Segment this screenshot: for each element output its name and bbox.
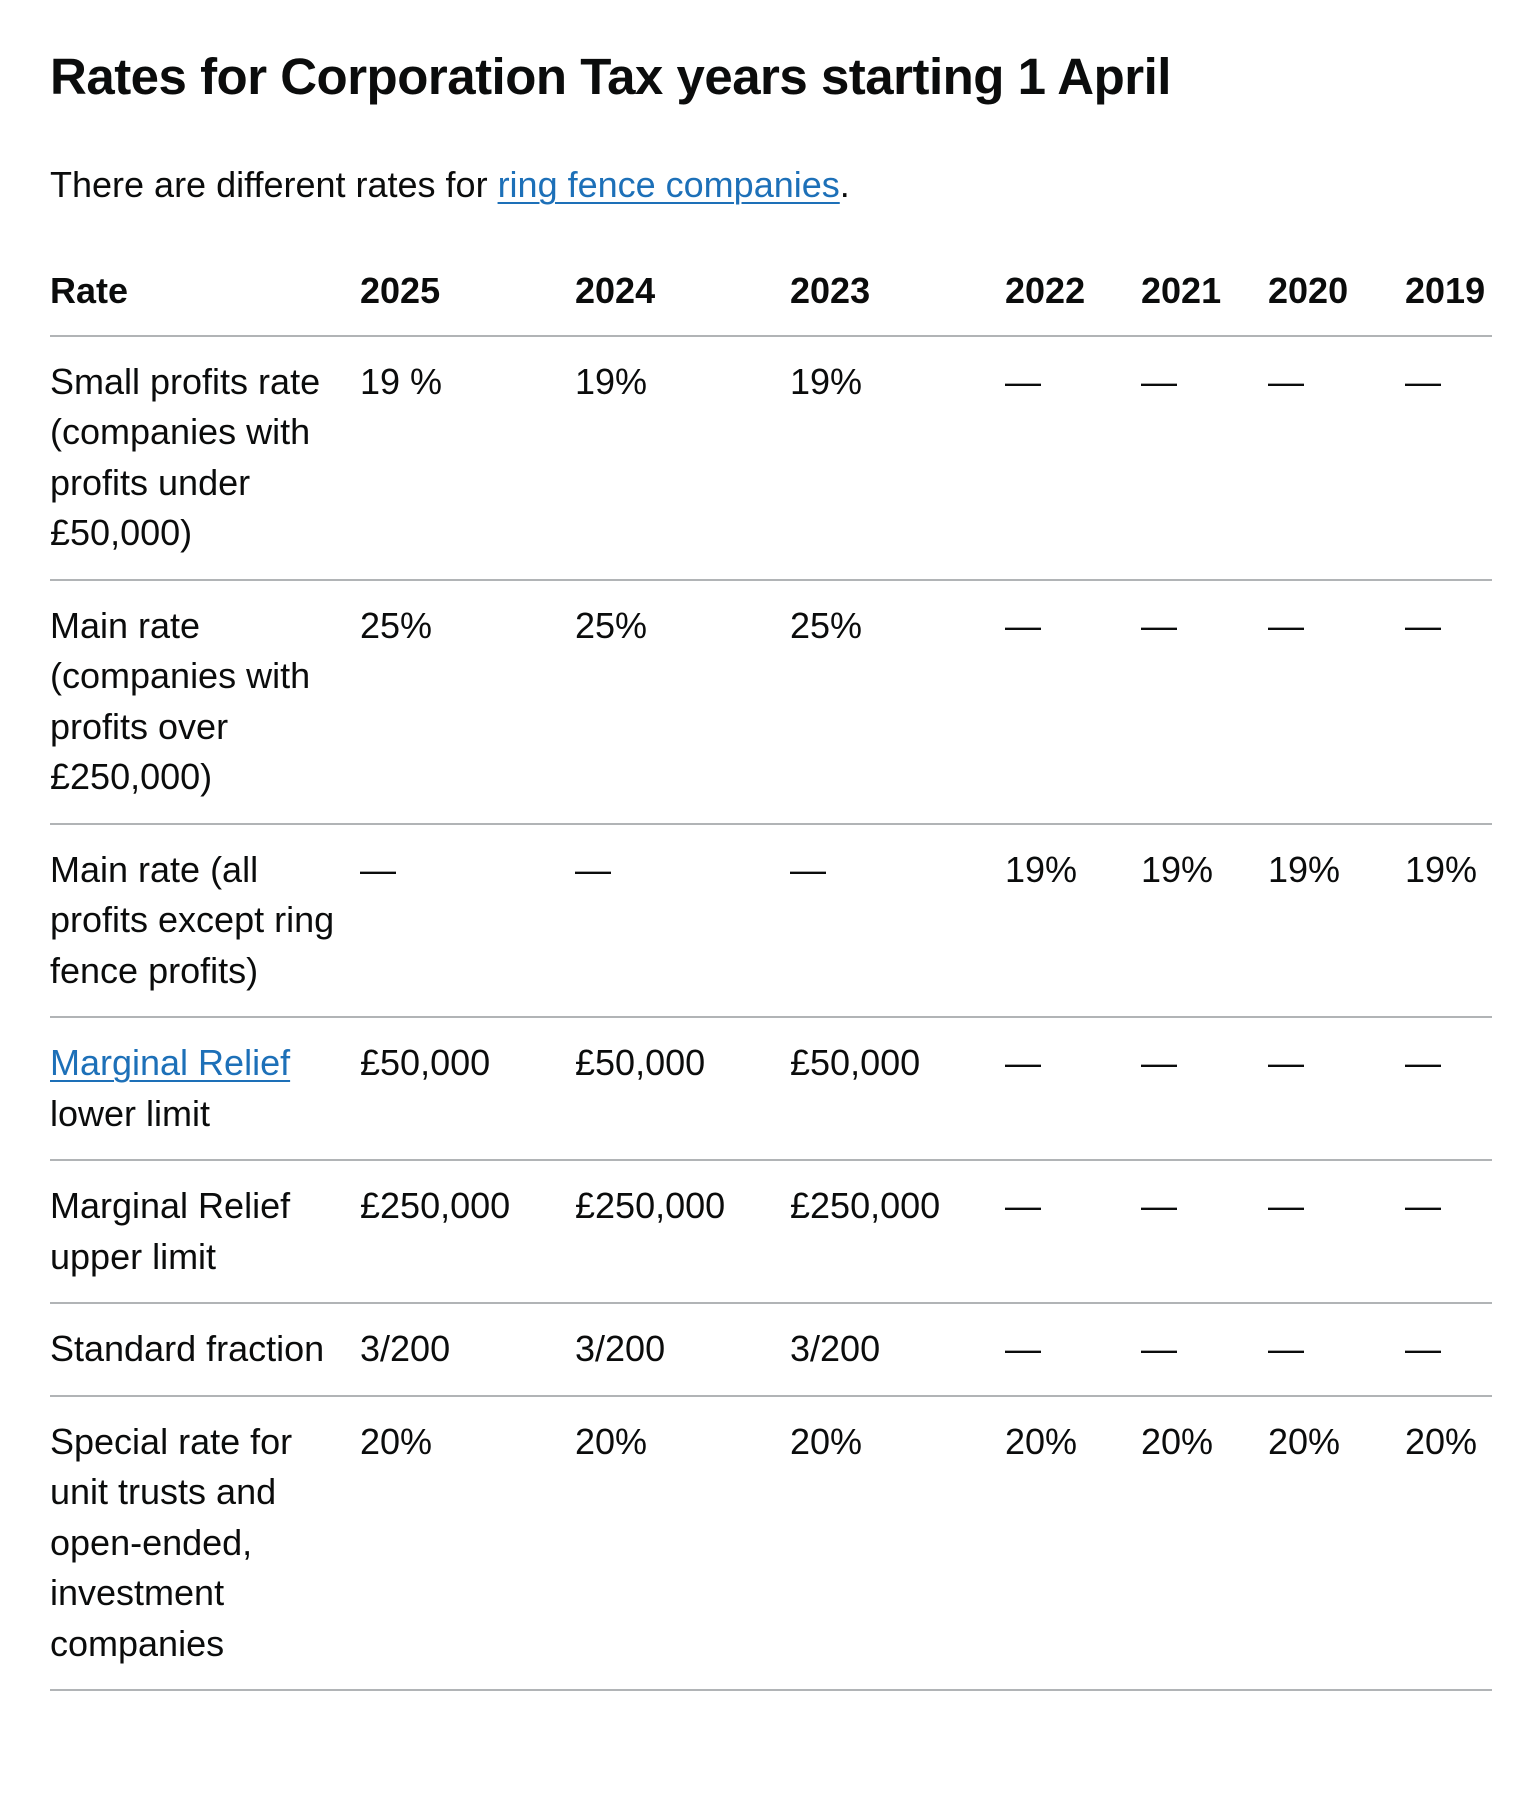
table-cell: — [1405,1160,1492,1304]
table-cell: 20% [1005,1395,1141,1691]
table-cell: 20% [790,1395,1005,1691]
table-cell: — [1005,1303,1141,1397]
table-cell: 25% [360,579,575,825]
row-label: Standard fraction [50,1303,360,1397]
row-label: Marginal Relief lower limit [50,1017,360,1161]
table-cell: 20% [1268,1395,1405,1691]
table-cell: — [1268,1303,1405,1397]
table-cell: — [1268,335,1405,581]
table-cell: 19% [1141,823,1268,1018]
table-cell: 19% [1268,823,1405,1018]
table-cell: — [1141,1303,1268,1397]
intro-paragraph: There are different rates for ring fence… [50,162,1490,208]
table-cell: — [790,823,1005,1018]
table-cell: 20% [360,1395,575,1691]
row-label: Small profits rate (companies with profi… [50,335,360,581]
table-cell: £250,000 [360,1160,575,1304]
table-cell: 20% [575,1395,790,1691]
table-cell: — [1268,1017,1405,1161]
page-title: Rates for Corporation Tax years starting… [50,48,1171,105]
column-header-year: 2019 [1405,250,1492,337]
table-cell: — [1141,579,1268,825]
intro-text: There are different rates for [50,164,498,205]
ring-fence-companies-link[interactable]: ring fence companies [497,164,840,205]
table-cell: £50,000 [360,1017,575,1161]
table-cell: 3/200 [360,1303,575,1397]
table-header-row: Rate 2025 2024 2023 2022 2021 2020 2019 [50,250,1492,337]
column-header-year: 2021 [1141,250,1268,337]
column-header-year: 2023 [790,250,1005,337]
table-cell: £50,000 [790,1017,1005,1161]
table-cell: — [1405,1303,1492,1397]
table-cell: 19% [1005,823,1141,1018]
table-cell: — [1005,579,1141,825]
column-header-year: 2025 [360,250,575,337]
column-header-rate: Rate [50,250,360,337]
table-row: Marginal Relief lower limit £50,000 £50,… [50,1017,1492,1161]
table-cell: 25% [790,579,1005,825]
intro-punctuation: . [839,164,850,205]
row-label: Main rate (all profits except ring fence… [50,823,360,1018]
table-cell: — [1005,1160,1141,1304]
table-cell: — [1268,1160,1405,1304]
table-cell: — [575,823,790,1018]
table-cell: — [360,823,575,1018]
row-label: Marginal Relief upper limit [50,1160,360,1304]
table-cell: 19 % [360,335,575,581]
table-cell: — [1005,1017,1141,1161]
table-row: Small profits rate (companies with profi… [50,335,1492,581]
row-label: Special rate for unit trusts and open-en… [50,1395,360,1691]
table-cell: — [1268,579,1405,825]
table-cell: 3/200 [575,1303,790,1397]
table-cell: 20% [1405,1395,1492,1691]
table-cell: — [1141,1160,1268,1304]
table-cell: 3/200 [790,1303,1005,1397]
rates-table: Rate 2025 2024 2023 2022 2021 2020 2019 … [50,250,1492,1691]
table-cell: 20% [1141,1395,1268,1691]
table-cell: — [1005,335,1141,581]
table-cell: — [1141,1017,1268,1161]
table-cell: 19% [575,335,790,581]
table-row: Standard fraction 3/200 3/200 3/200 — — … [50,1303,1492,1397]
table-cell: — [1405,579,1492,825]
table-cell: 19% [1405,823,1492,1018]
table-row: Special rate for unit trusts and open-en… [50,1395,1492,1691]
table-row: Marginal Relief upper limit £250,000 £25… [50,1160,1492,1304]
column-header-year: 2020 [1268,250,1405,337]
table-cell: £250,000 [790,1160,1005,1304]
table-cell: £250,000 [575,1160,790,1304]
table-cell: — [1405,335,1492,581]
row-label: Main rate (companies with profits over £… [50,579,360,825]
table-cell: 19% [790,335,1005,581]
row-label-text: lower limit [50,1092,211,1134]
table-cell: £50,000 [575,1017,790,1161]
table-cell: — [1141,335,1268,581]
table-row: Main rate (all profits except ring fence… [50,823,1492,1018]
table-cell: 25% [575,579,790,825]
table-cell: — [1405,1017,1492,1161]
page: Rates for Corporation Tax years starting… [50,48,1492,1691]
column-header-year: 2024 [575,250,790,337]
column-header-year: 2022 [1005,250,1141,337]
marginal-relief-link[interactable]: Marginal Relief [50,1042,291,1083]
table-row: Main rate (companies with profits over £… [50,579,1492,825]
